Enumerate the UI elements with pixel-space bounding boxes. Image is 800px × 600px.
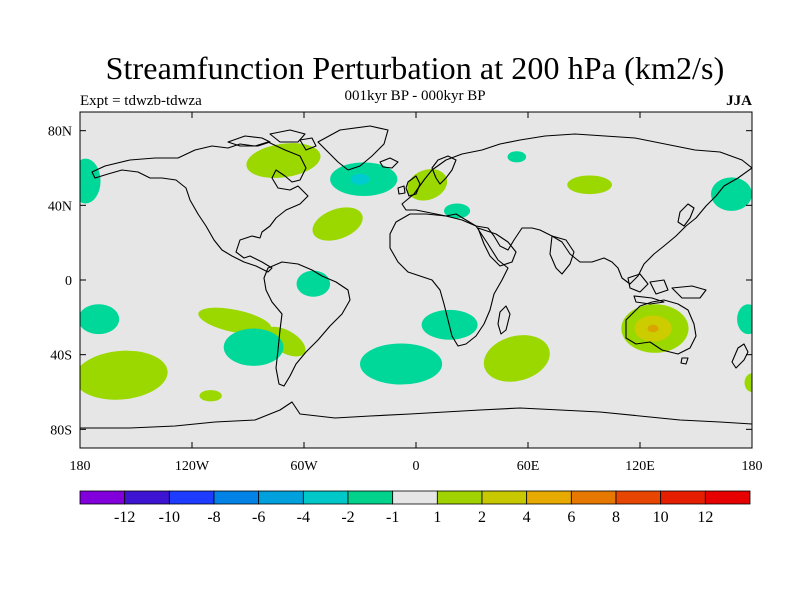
plot-background (80, 112, 752, 448)
anomaly-north-pacific-east-negative (80, 158, 101, 204)
anomaly-subtropic-southeast-pacific-negative (80, 304, 120, 335)
colorbar-label: 2 (478, 509, 486, 526)
coastline-arabia (477, 227, 517, 267)
lon-tick-label: 60W (290, 459, 318, 474)
colorbar-label: -12 (114, 509, 135, 526)
coastline-tasmania (680, 357, 689, 365)
anomaly-small-south-pacific-positive (199, 390, 222, 402)
anomaly-south-pacific-negative (223, 328, 284, 366)
lon-tick-label: 120E (625, 459, 655, 474)
anomaly-west-pacific-negative (710, 177, 752, 211)
anomaly-south-atlantic-negative (360, 343, 443, 385)
colorbar-bin (124, 490, 170, 505)
lat-tick-label: 0 (65, 274, 72, 289)
coastline-africa (389, 213, 509, 347)
lat-tick-label: 80S (50, 423, 72, 438)
colorbar-bin (168, 490, 215, 505)
colorbar-label: 12 (697, 509, 713, 526)
coastline-british-isles (397, 175, 421, 197)
colorbar-bin (615, 490, 662, 505)
coastline-india (549, 235, 575, 275)
experiment-label: Expt = tdwzb-tdwza (80, 93, 202, 109)
chart-title: Streamfunction Perturbation at 200 hPa (… (105, 50, 725, 86)
axis-ticks: 80N 40N 0 40S 80S 180 120W 60W 0 60E 120E 180 (48, 112, 763, 474)
colorbar-bin (79, 490, 126, 505)
colorbar-label: 4 (523, 509, 531, 526)
coastline-south-america (263, 261, 351, 387)
coastline-greenland (317, 125, 389, 171)
colorbar-label: -6 (252, 509, 265, 526)
anomaly-australia-core-4-6 (647, 324, 659, 333)
anomaly-south-edge-positive (744, 373, 752, 392)
coastline-arctic-islands (227, 129, 317, 151)
lon-tick-label: 180 (742, 459, 763, 474)
season-label: JJA (726, 93, 752, 109)
lon-tick-label: 180 (70, 459, 91, 474)
time-slice-subtitle: 001kyr BP - 000kyr BP (344, 88, 486, 104)
anomaly-indian-ocean-positive (483, 335, 550, 382)
colorbar-label: 8 (612, 509, 620, 526)
coastline-scandinavia (431, 155, 457, 185)
coastline-maritime-sea (627, 273, 707, 305)
colorbar-label: -4 (297, 509, 310, 526)
coastline-eurasia (401, 133, 752, 285)
anomaly-southern-ocean-west-positive (80, 350, 168, 400)
anomaly-atlantic-subtropic-positive (312, 207, 363, 241)
coastline-australia (625, 299, 697, 355)
anomaly-south-pacific-band-positive-a (198, 307, 272, 335)
colorbar-bin (570, 490, 617, 505)
colorbar: -12 -10 -8 -6 -4 -2 -1 1 2 4 6 8 10 12 (79, 490, 751, 526)
colorbar-label: 1 (433, 509, 441, 526)
colorbar-label: 6 (567, 509, 575, 526)
colorbar-bin (436, 490, 483, 505)
coastline-iceland (379, 157, 399, 169)
colorbar-bin (660, 490, 706, 505)
colorbar-bin (526, 490, 572, 505)
anomaly-europe-positive (407, 169, 448, 201)
anomaly-north-atlantic-core (350, 173, 370, 185)
lat-tick-label: 40S (50, 349, 72, 364)
anomaly-south-america-north-negative (296, 270, 331, 297)
anomaly-barents-negative (507, 151, 527, 163)
colorbar-label: -2 (341, 509, 354, 526)
coastline-madagascar (497, 305, 511, 335)
lat-tick-label: 40N (48, 199, 72, 214)
anomaly-siberia-positive (567, 175, 612, 195)
anomaly-south-pacific-band-positive-b (265, 326, 306, 357)
lat-tick-label: 80N (48, 125, 72, 140)
lon-tick-label: 120W (175, 459, 210, 474)
colorbar-bin (392, 490, 438, 505)
anomaly-layer (80, 143, 752, 402)
coastline-new-zealand (731, 343, 749, 369)
anomaly-canada-positive (246, 143, 321, 178)
lon-tick-label: 0 (413, 459, 420, 474)
colorbar-bin (258, 490, 304, 505)
coastlines (80, 125, 752, 429)
anomaly-tasman-negative (737, 304, 752, 335)
colorbar-bin (213, 490, 260, 505)
colorbar-label: -8 (207, 509, 220, 526)
colorbar-label: -10 (159, 509, 180, 526)
colorbar-label: -1 (386, 509, 399, 526)
colorbar-bin (347, 490, 394, 505)
colorbar-bin (704, 490, 751, 505)
colorbar-label: 10 (653, 509, 669, 526)
colorbar-bin (481, 490, 528, 505)
lon-tick-label: 60E (517, 459, 540, 474)
coastline-antarctica (80, 401, 752, 429)
colorbar-bin (302, 490, 349, 505)
coastline-japan (677, 203, 695, 227)
